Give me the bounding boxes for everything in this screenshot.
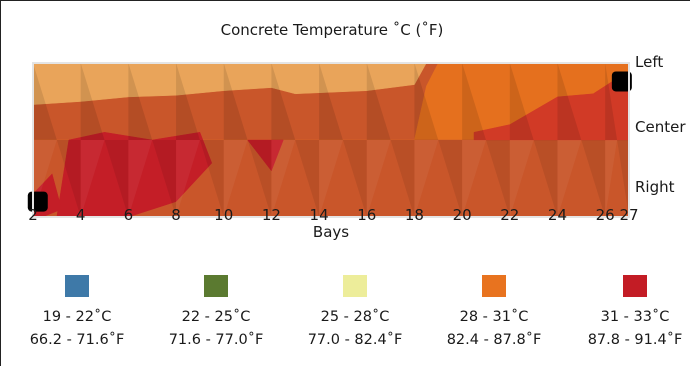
legend-swatch: [482, 275, 506, 297]
legend-range-celsius: 19 - 22˚C: [42, 309, 112, 325]
legend-range-celsius: 28 - 31˚C: [459, 309, 529, 325]
chart-title: Concrete Temperature ˚C (˚F): [220, 21, 444, 39]
x-tick-label: 27: [619, 206, 639, 224]
facet-shade: [605, 63, 618, 140]
x-tick-label: 24: [547, 206, 568, 224]
row-label-right: Right: [635, 178, 675, 196]
legend-range-celsius: 31 - 33˚C: [600, 309, 670, 325]
temperature-band-7: [56, 132, 213, 218]
legend-item: 19 - 22˚C 66.2 - 71.6˚F: [14, 275, 140, 350]
facet-highlight: [462, 140, 486, 217]
facet-shade: [557, 63, 582, 140]
facet-shade: [509, 63, 534, 140]
facet-highlight: [128, 140, 153, 217]
x-tick-label: 14: [309, 206, 329, 224]
legend-swatch: [343, 275, 367, 297]
facet-shade: [533, 140, 558, 217]
x-tick-label: 10: [214, 206, 234, 224]
x-tick-label: 4: [75, 206, 86, 224]
facet-shade: [128, 63, 153, 140]
facet-highlight: [414, 140, 439, 217]
x-tick-label: 16: [357, 206, 377, 224]
x-tick-label: 8: [171, 206, 181, 224]
x-tick-label: 26: [595, 206, 615, 224]
facet-highlight: [271, 140, 296, 217]
x-tick-label: 22: [500, 206, 520, 224]
facet-highlight: [319, 140, 343, 217]
facet-highlight: [80, 140, 105, 217]
facet-highlight: [176, 140, 200, 217]
legend-item: 28 - 31˚C 82.4 - 87.8˚F: [431, 275, 557, 350]
legend-range-fahrenheit: 66.2 - 71.6˚F: [29, 332, 125, 348]
facet-highlight: [366, 140, 391, 217]
facet-shade: [366, 63, 391, 140]
facet-shade: [319, 63, 343, 140]
facet-shade: [176, 63, 200, 140]
facet-shade: [199, 140, 224, 217]
legend-item: 22 - 25˚C 71.6 - 77.0˚F: [153, 275, 279, 350]
legend-range-fahrenheit: 77.0 - 82.4˚F: [307, 332, 403, 348]
row-label-left: Left: [635, 53, 664, 71]
facet-shade: [247, 140, 272, 217]
facet-shade: [152, 140, 177, 217]
temperature-band-8: [247, 139, 284, 172]
facet-shade: [223, 63, 248, 140]
sensor-marker: [611, 71, 632, 92]
facet-shade: [617, 140, 629, 217]
facet-shade: [414, 63, 439, 140]
facet-highlight: [223, 140, 248, 217]
facet-shade: [33, 63, 57, 140]
x-tick-label: 2: [28, 206, 38, 224]
legend-item: 31 - 33˚C 87.8 - 91.4˚F: [572, 275, 690, 350]
facet-shade: [485, 140, 510, 217]
legend-swatch: [204, 275, 228, 297]
facet-highlight: [605, 140, 618, 217]
legend-range-fahrenheit: 87.8 - 91.4˚F: [587, 332, 683, 348]
legend-range-fahrenheit: 82.4 - 87.8˚F: [446, 332, 542, 348]
legend-item: 25 - 28˚C 77.0 - 82.4˚F: [292, 275, 418, 350]
facet-shade: [581, 140, 606, 217]
facet-shade: [462, 63, 486, 140]
facet-highlight: [557, 140, 582, 217]
facet-shade: [438, 140, 463, 217]
legend-swatch: [65, 275, 89, 297]
temperature-band-6: [473, 70, 630, 141]
facet-highlight: [509, 140, 534, 217]
facet-shade: [342, 140, 367, 217]
legend-range-celsius: 25 - 28˚C: [320, 309, 390, 325]
x-tick-label: 18: [404, 206, 424, 224]
facet-shade: [390, 140, 415, 217]
facet-shade: [271, 63, 296, 140]
x-axis-label: Bays: [312, 223, 350, 241]
row-label-center: Center: [635, 118, 686, 136]
x-tick-label: 20: [452, 206, 472, 224]
legend-range-fahrenheit: 71.6 - 77.0˚F: [168, 332, 264, 348]
x-tick-label: 6: [123, 206, 134, 224]
facet-shade: [104, 140, 129, 217]
facet-shade: [295, 140, 320, 217]
facet-shade: [80, 63, 105, 140]
x-tick-label: 12: [261, 206, 281, 224]
facet-shade: [56, 140, 81, 217]
legend-range-celsius: 22 - 25˚C: [181, 309, 251, 325]
legend-swatch: [623, 275, 647, 297]
plot-frame: [32, 62, 630, 218]
